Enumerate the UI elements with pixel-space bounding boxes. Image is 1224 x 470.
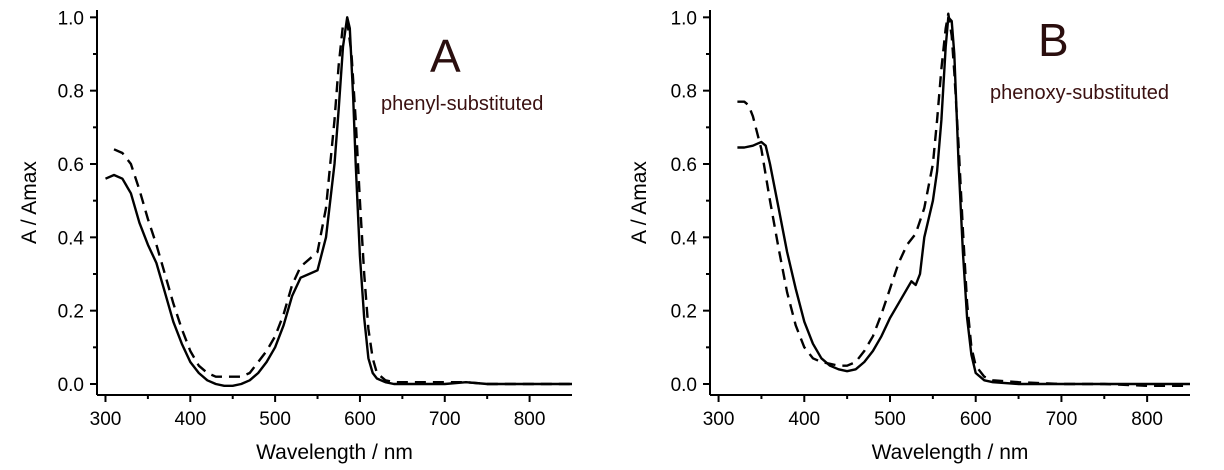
x-tick-label: 700 [1046,409,1078,430]
x-axis-title: Wavelength / nm [872,441,1029,464]
x-tick-label: 800 [514,409,546,430]
x-tick-label: 400 [788,409,820,430]
panel-b: 300 400 500 600 700 800 0.0 0.2 0.4 0.6 0.8 1.0 Wave… [628,8,1190,464]
panel-annotation: phenyl-substituted [381,93,543,115]
x-axis-title: Wavelength / nm [256,441,413,464]
y-tick-label: 1.0 [58,8,84,29]
y-tick-label: 0.6 [58,155,84,176]
x-tick-label: 700 [429,409,461,430]
y-tick-label: 0.8 [58,82,84,103]
y-tick-label: 0.0 [58,375,84,396]
dashed-spectrum-line [113,19,572,386]
x-tick-label: 600 [344,409,376,430]
y-tick-label: 0.2 [58,302,84,323]
y-tick-label: 0.4 [58,228,85,249]
panel-annotation: phenoxy-substituted [990,82,1169,104]
x-tick-label: 500 [874,409,906,430]
y-tick-label: 1.0 [671,8,697,29]
panel-label: A [430,30,461,82]
panel-a: 300 400 500 600 700 800 0.0 0.2 0.4 0.6 0.8 1.0 Wave… [18,8,572,464]
dashed-spectrum-line [737,12,1190,387]
x-tick-label: 800 [1131,409,1163,430]
x-tick-label: 500 [259,409,291,430]
x-tick-label: 300 [90,409,122,430]
y-tick-label: 0.2 [671,302,697,323]
x-tick-label: 600 [960,409,992,430]
y-axis-title: A / Amax [628,161,651,244]
x-tick-label: 400 [174,409,206,430]
solid-spectrum-line [737,16,1190,386]
solid-spectrum-line [105,16,572,387]
x-tick-label: 300 [703,409,735,430]
panel-label: B [1038,14,1069,66]
y-tick-label: 0.6 [671,155,697,176]
y-tick-label: 0.0 [671,375,697,396]
y-tick-label: 0.8 [671,82,697,103]
y-axis-title: A / Amax [18,161,41,244]
y-tick-label: 0.4 [671,228,698,249]
